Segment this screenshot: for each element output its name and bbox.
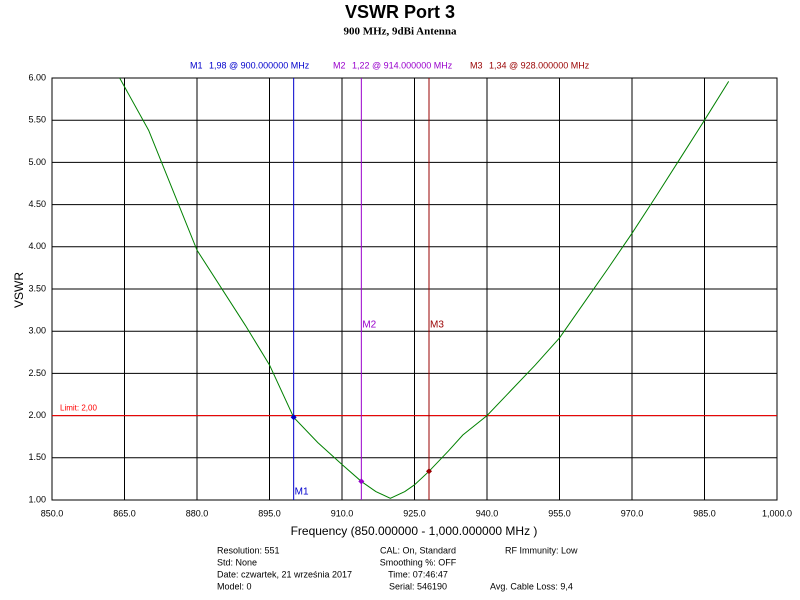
y-tick-label: 4.00	[28, 241, 46, 251]
x-tick-label: 865.0	[113, 508, 136, 518]
y-axis-label: VSWR	[12, 272, 26, 308]
y-tick-label: 1.50	[28, 452, 46, 462]
marker-header-value: 1,22 @ 914.000000 MHz	[352, 60, 453, 70]
y-tick-label: 5.00	[28, 157, 46, 167]
marker-header-name: M1	[190, 60, 203, 70]
marker-line-label: M3	[430, 320, 444, 331]
x-tick-label: 970.0	[621, 508, 644, 518]
x-tick-label: 850.0	[41, 508, 64, 518]
y-tick-label: 6.00	[28, 72, 46, 82]
chart-title: VSWR Port 3	[345, 2, 455, 22]
y-tick-label: 5.50	[28, 115, 46, 125]
marker-line-label: M1	[295, 487, 309, 498]
x-tick-label: 955.0	[548, 508, 571, 518]
footer-info: Date: czwartek, 21 września 2017	[217, 569, 352, 579]
y-tick-label: 3.50	[28, 283, 46, 293]
marker-header-name: M2	[333, 60, 346, 70]
marker-header-value: 1,34 @ 928.000000 MHz	[489, 60, 590, 70]
x-tick-label: 985.0	[693, 508, 716, 518]
marker-header-name: M3	[470, 60, 483, 70]
x-axis-label: Frequency (850.000000 - 1,000.000000 MHz…	[291, 524, 538, 538]
x-tick-label: 1,000.0	[762, 508, 792, 518]
chart-subtitle: 900 MHz, 9dBi Antenna	[343, 26, 457, 38]
marker-point	[426, 468, 432, 475]
y-tick-label: 4.50	[28, 199, 46, 209]
y-tick-label: 3.00	[28, 326, 46, 336]
y-tick-label: 2.00	[28, 410, 46, 420]
x-tick-label: 880.0	[186, 508, 209, 518]
marker-point	[290, 414, 297, 421]
marker-point	[358, 478, 365, 485]
limit-label: Limit: 2,00	[60, 404, 97, 413]
y-tick-label: 1.00	[28, 494, 46, 504]
footer-info: Smoothing %: OFF	[380, 557, 457, 567]
x-tick-label: 895.0	[258, 508, 281, 518]
footer-info: CAL: On, Standard	[380, 545, 456, 555]
footer-info: Model: 0	[217, 581, 252, 591]
footer-info: Std: None	[217, 557, 257, 567]
footer-info: Serial: 546190	[389, 581, 447, 591]
footer-right-top: RF Immunity: Low	[505, 545, 578, 555]
footer-info: Time: 07:46:47	[388, 569, 448, 579]
marker-line-label: M2	[362, 320, 376, 331]
footer-right-bottom: Avg. Cable Loss: 9,4	[490, 581, 573, 591]
x-tick-label: 910.0	[331, 508, 354, 518]
x-tick-label: 925.0	[403, 508, 426, 518]
marker-header-value: 1,98 @ 900.000000 MHz	[209, 60, 310, 70]
footer-info: Resolution: 551	[217, 545, 280, 555]
y-tick-label: 2.50	[28, 368, 46, 378]
x-tick-label: 940.0	[476, 508, 499, 518]
